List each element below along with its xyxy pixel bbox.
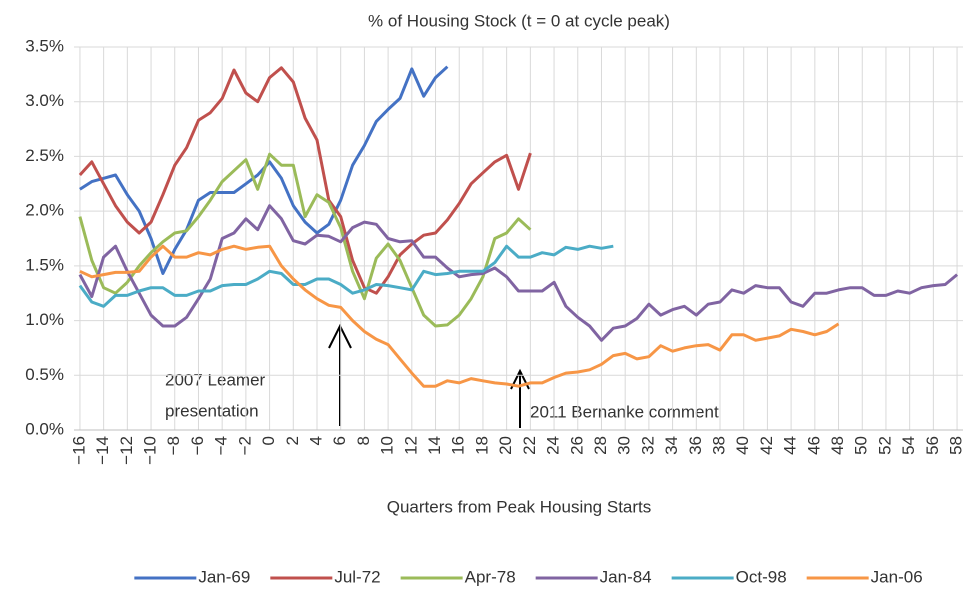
x-tick-label: 34 bbox=[662, 436, 681, 455]
y-tick-label: 3.0% bbox=[25, 91, 64, 110]
annotation-arrow bbox=[510, 368, 530, 428]
x-tick-label: −4 bbox=[212, 436, 231, 455]
x-tick-label: 0 bbox=[259, 436, 278, 445]
y-tick-label: 1.5% bbox=[25, 255, 64, 274]
legend-label: Jan-06 bbox=[871, 567, 923, 586]
chart-title: % of Housing Stock (t = 0 at cycle peak) bbox=[368, 11, 670, 30]
x-tick-label: 36 bbox=[686, 436, 705, 455]
legend-label: Apr-78 bbox=[465, 567, 516, 586]
x-tick-label: −10 bbox=[141, 436, 160, 465]
x-tick-label: −12 bbox=[117, 436, 136, 465]
x-tick-label: 14 bbox=[425, 436, 444, 455]
x-tick-label: 26 bbox=[567, 436, 586, 455]
x-tick-label: −8 bbox=[164, 436, 183, 455]
x-tick-label: −16 bbox=[69, 436, 88, 465]
x-tick-label: 6 bbox=[330, 436, 349, 445]
x-tick-label: 32 bbox=[638, 436, 657, 455]
y-tick-label: 3.5% bbox=[25, 36, 64, 55]
series-line bbox=[78, 244, 614, 308]
legend: Jan-69 Jul-72 Apr-78 Jan-84 Oct-98 Jan-06 bbox=[134, 567, 923, 586]
x-tick-label: 40 bbox=[733, 436, 752, 455]
series-line bbox=[78, 204, 959, 342]
x-tick-label: 8 bbox=[354, 436, 373, 445]
y-tick-label: 2.0% bbox=[25, 201, 64, 220]
x-tick-label: 12 bbox=[401, 436, 420, 455]
x-tick-label: 38 bbox=[709, 436, 728, 455]
x-axis-label: Quarters from Peak Housing Starts bbox=[387, 497, 652, 516]
x-tick-label: 4 bbox=[306, 436, 325, 445]
y-tick-label: 0.5% bbox=[25, 365, 64, 384]
x-tick-label: 16 bbox=[449, 436, 468, 455]
annotation: presentation bbox=[165, 401, 259, 420]
x-tick-label: −2 bbox=[235, 436, 254, 455]
x-tick-label: −14 bbox=[93, 436, 112, 465]
y-tick-label: 2.5% bbox=[25, 146, 64, 165]
x-tick-label: 20 bbox=[496, 436, 515, 455]
x-tick-label: 52 bbox=[875, 436, 894, 455]
x-tick-label: 10 bbox=[378, 436, 397, 455]
grid bbox=[74, 46, 963, 431]
legend-label: Jan-69 bbox=[198, 567, 250, 586]
x-tick-label: 30 bbox=[615, 436, 634, 455]
series-line bbox=[79, 244, 840, 388]
annotation: 2011 Bernanke comment bbox=[530, 402, 719, 421]
x-tick-label: 54 bbox=[899, 436, 918, 455]
legend-label: Jul-72 bbox=[334, 567, 380, 586]
x-tick-label: 18 bbox=[472, 436, 491, 455]
x-tick-label: 48 bbox=[828, 436, 847, 455]
annotation: 2007 Leamer bbox=[165, 370, 266, 389]
y-tick-label: 0.0% bbox=[25, 419, 64, 438]
x-tick-label: 50 bbox=[852, 436, 871, 455]
x-tick-label: 46 bbox=[804, 436, 823, 455]
x-tick-label: 28 bbox=[591, 436, 610, 455]
series-line bbox=[78, 152, 532, 328]
legend-label: Jan-84 bbox=[600, 567, 652, 586]
x-tick-label: 42 bbox=[757, 436, 776, 455]
x-tick-label: 58 bbox=[947, 436, 965, 455]
series-line bbox=[78, 66, 532, 295]
x-tick-label: −6 bbox=[188, 436, 207, 455]
x-tick-label: 2 bbox=[283, 436, 302, 445]
x-tick-label: 44 bbox=[781, 436, 800, 455]
annotation-arrow bbox=[328, 323, 352, 426]
x-tick-label: 24 bbox=[544, 436, 563, 455]
x-tick-label: 56 bbox=[923, 436, 942, 455]
x-tick-label: 22 bbox=[520, 436, 539, 455]
y-tick-label: 1.0% bbox=[25, 310, 64, 329]
legend-label: Oct-98 bbox=[736, 567, 787, 586]
